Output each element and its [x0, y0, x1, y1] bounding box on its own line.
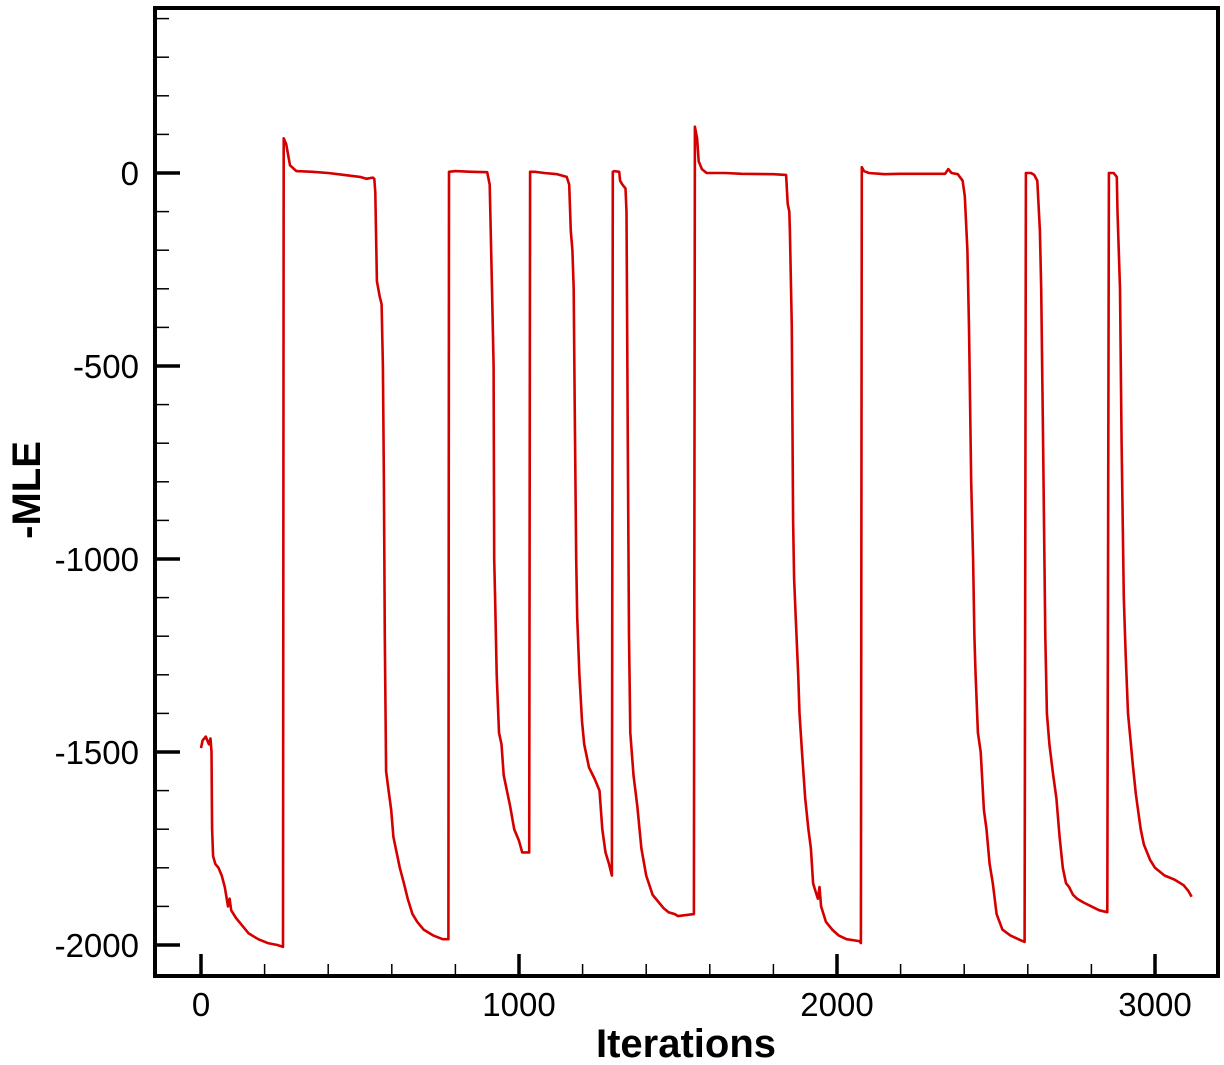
x-tick-labels: 0 1000 2000 3000: [192, 986, 1192, 1023]
x-tick-label: 0: [192, 986, 210, 1023]
series-line-mle: [199, 125, 1193, 949]
major-ticks: [155, 171, 1157, 976]
y-tick-label: 0: [121, 155, 139, 192]
y-tick-label: -1000: [55, 541, 139, 578]
y-axis-title: -MLE: [5, 441, 49, 539]
plot-frame: [153, 6, 1220, 978]
x-axis-title: Iterations: [596, 1022, 776, 1065]
y-tick-label: -500: [73, 348, 139, 385]
y-tick-labels: -2000 -1500 -1000 -500 0: [55, 155, 139, 964]
y-tick-label: -2000: [55, 927, 139, 964]
y-tick-label: -1500: [55, 734, 139, 771]
x-tick-label: 1000: [482, 986, 555, 1023]
x-tick-label: 3000: [1118, 986, 1191, 1023]
x-tick-label: 2000: [800, 986, 873, 1023]
